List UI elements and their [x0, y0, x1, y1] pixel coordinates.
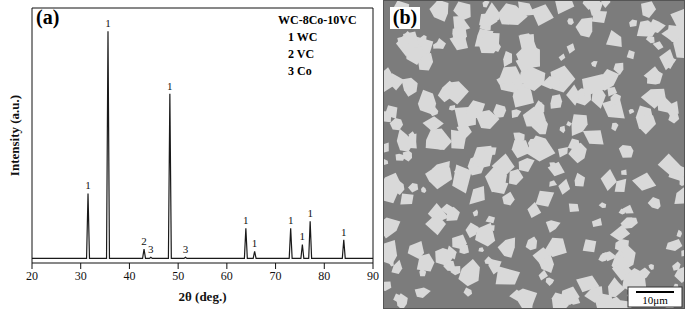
svg-text:40: 40: [123, 269, 135, 283]
svg-text:80: 80: [318, 269, 330, 283]
svg-text:2θ (deg.): 2θ (deg.): [179, 289, 227, 304]
svg-text:1: 1: [167, 80, 173, 92]
svg-text:(b): (b): [393, 6, 417, 29]
svg-text:1: 1: [341, 226, 347, 238]
svg-text:3: 3: [183, 243, 189, 255]
svg-text:20: 20: [26, 269, 38, 283]
svg-text:50: 50: [172, 269, 184, 283]
svg-text:2: 2: [141, 235, 147, 247]
html-text:3 Co: 3 Co: [288, 64, 312, 78]
html-text:2 VC: 2 VC: [288, 47, 315, 61]
svg-text:30: 30: [75, 269, 87, 283]
html-text:1 WC: 1 WC: [288, 30, 318, 44]
svg-text:1: 1: [307, 207, 313, 219]
svg-text:10μm: 10μm: [642, 294, 668, 306]
svg-text:90: 90: [367, 269, 379, 283]
svg-text:1: 1: [243, 214, 249, 226]
svg-text:1: 1: [105, 17, 111, 29]
svg-text:1: 1: [288, 214, 294, 226]
html-text:WC-8Co-10VC: WC-8Co-10VC: [278, 13, 357, 27]
html-text:(a): (a): [36, 6, 60, 28]
svg-text:60: 60: [221, 269, 233, 283]
svg-text:3: 3: [148, 243, 154, 255]
svg-text:1: 1: [85, 179, 91, 191]
svg-text:1: 1: [252, 237, 258, 249]
svg-text:1: 1: [300, 230, 306, 242]
svg-text:Intensity (a.u.): Intensity (a.u.): [7, 95, 22, 176]
svg-text:70: 70: [270, 269, 282, 283]
